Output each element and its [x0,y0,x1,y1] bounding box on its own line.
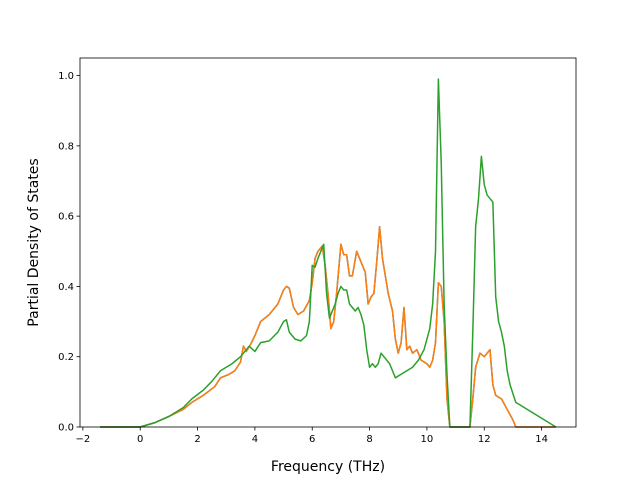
x-axis-label: Frequency (THz) [271,459,385,475]
y-axis: 0.0 0.2 0.4 0.6 0.8 1.0 [58,71,80,434]
y-tick-label: 0.0 [58,423,74,434]
series-line-3 [100,78,557,428]
y-tick-label: 0.8 [58,141,74,152]
x-tick-label: 2 [194,434,200,445]
x-tick-label: 10 [421,434,434,445]
series-layer [100,78,557,428]
plot-frame [79,57,577,428]
x-tick-label: 6 [309,434,315,445]
y-tick-label: 0.2 [58,352,74,363]
x-tick-label: 14 [535,434,548,445]
y-axis-label: Partial Density of States [26,158,42,326]
y-tick-label: 0.6 [58,212,74,223]
y-tick-label: 0.4 [58,282,74,293]
y-tick-label: 1.0 [58,71,74,82]
x-tick-label: 4 [252,434,258,445]
x-tick-label: 12 [478,434,491,445]
x-axis: −2 0 2 4 6 8 10 12 14 [75,427,548,445]
x-tick-label: −2 [75,434,90,445]
x-tick-label: 0 [137,434,143,445]
x-tick-label: 8 [366,434,372,445]
